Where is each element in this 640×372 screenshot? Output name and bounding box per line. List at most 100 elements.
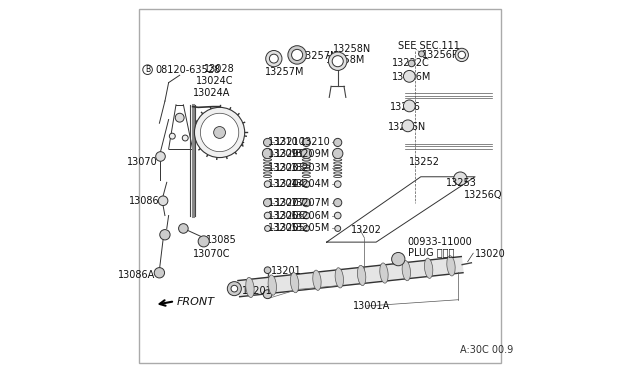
Text: 13222C: 13222C xyxy=(392,58,429,68)
Circle shape xyxy=(195,108,244,158)
Circle shape xyxy=(403,70,415,82)
Circle shape xyxy=(402,120,414,132)
Ellipse shape xyxy=(291,273,299,293)
Circle shape xyxy=(408,60,415,67)
Text: 13210: 13210 xyxy=(268,137,299,147)
Circle shape xyxy=(264,181,271,187)
Circle shape xyxy=(227,282,241,296)
Text: 13258M: 13258M xyxy=(326,55,365,65)
Text: 13207: 13207 xyxy=(275,198,306,208)
Text: PLUG プラグ: PLUG プラグ xyxy=(408,247,454,257)
Circle shape xyxy=(334,181,341,187)
Ellipse shape xyxy=(264,165,271,167)
Text: 13204: 13204 xyxy=(268,179,299,189)
Circle shape xyxy=(182,135,188,141)
Circle shape xyxy=(328,52,347,70)
Circle shape xyxy=(303,181,310,187)
FancyBboxPatch shape xyxy=(139,9,501,363)
Circle shape xyxy=(264,212,271,219)
Circle shape xyxy=(292,49,303,61)
Text: 13086: 13086 xyxy=(129,196,159,206)
Text: 13205M: 13205M xyxy=(291,224,330,234)
Text: 13209M: 13209M xyxy=(291,148,330,158)
Ellipse shape xyxy=(302,172,310,174)
Text: 13024C: 13024C xyxy=(196,76,234,86)
Text: 13085: 13085 xyxy=(205,235,236,245)
Circle shape xyxy=(170,133,175,139)
Circle shape xyxy=(266,51,282,67)
Circle shape xyxy=(200,113,239,152)
Circle shape xyxy=(198,236,209,247)
Text: 13206M: 13206M xyxy=(291,211,330,221)
Text: 13256N: 13256N xyxy=(388,122,426,132)
Circle shape xyxy=(335,225,340,231)
Text: 13252: 13252 xyxy=(410,157,440,167)
Circle shape xyxy=(458,51,465,59)
Text: 13209: 13209 xyxy=(268,148,299,158)
Text: 13258N: 13258N xyxy=(333,44,371,54)
Ellipse shape xyxy=(333,172,342,174)
Ellipse shape xyxy=(246,278,254,298)
Ellipse shape xyxy=(264,169,271,171)
Text: 13201: 13201 xyxy=(271,266,302,276)
Text: 13206: 13206 xyxy=(268,211,299,221)
Circle shape xyxy=(303,225,309,231)
Text: 13070: 13070 xyxy=(127,157,157,167)
Text: 13001A: 13001A xyxy=(353,301,390,311)
Ellipse shape xyxy=(313,270,321,291)
Ellipse shape xyxy=(302,169,310,171)
Ellipse shape xyxy=(380,263,388,283)
Circle shape xyxy=(333,148,343,159)
Circle shape xyxy=(231,285,237,292)
Ellipse shape xyxy=(264,159,271,161)
Text: 13086A: 13086A xyxy=(118,270,156,280)
Text: A:30C 00.9: A:30C 00.9 xyxy=(460,345,513,355)
Text: B: B xyxy=(145,65,150,74)
Text: 13202: 13202 xyxy=(351,225,382,235)
Text: 13256Q: 13256Q xyxy=(464,190,502,200)
Text: 13024: 13024 xyxy=(215,137,246,147)
Text: 00933-11000: 00933-11000 xyxy=(408,237,472,247)
Text: 13206: 13206 xyxy=(275,211,306,221)
Text: 13253: 13253 xyxy=(445,179,476,188)
Ellipse shape xyxy=(302,175,310,177)
Ellipse shape xyxy=(268,275,276,295)
Text: 13210: 13210 xyxy=(300,137,330,147)
Circle shape xyxy=(160,230,170,240)
Text: 08120-63528: 08120-63528 xyxy=(155,65,220,75)
Circle shape xyxy=(302,199,310,207)
Text: 13201: 13201 xyxy=(242,286,273,296)
Ellipse shape xyxy=(302,159,310,161)
Text: 13028: 13028 xyxy=(204,64,234,74)
Circle shape xyxy=(264,199,271,207)
Text: 13207: 13207 xyxy=(268,198,299,208)
Text: 13203: 13203 xyxy=(268,163,299,173)
Circle shape xyxy=(288,46,307,64)
Text: 13256P: 13256P xyxy=(422,50,458,60)
Text: 13204: 13204 xyxy=(275,179,306,189)
Ellipse shape xyxy=(264,175,271,177)
Circle shape xyxy=(156,152,165,161)
Text: FRONT: FRONT xyxy=(177,297,215,307)
Text: 13070C: 13070C xyxy=(193,249,230,259)
Ellipse shape xyxy=(424,258,433,278)
Circle shape xyxy=(334,212,341,219)
Ellipse shape xyxy=(333,159,342,161)
Ellipse shape xyxy=(335,268,344,288)
Circle shape xyxy=(214,126,225,138)
Ellipse shape xyxy=(264,172,271,174)
Text: 13203: 13203 xyxy=(275,163,306,173)
Circle shape xyxy=(333,138,342,147)
Text: 13207M: 13207M xyxy=(291,198,330,208)
Circle shape xyxy=(301,148,312,159)
Circle shape xyxy=(333,199,342,207)
Ellipse shape xyxy=(358,265,366,286)
Circle shape xyxy=(403,100,415,112)
Circle shape xyxy=(264,267,271,273)
Ellipse shape xyxy=(333,165,342,167)
Circle shape xyxy=(143,65,152,74)
Text: 13020: 13020 xyxy=(475,249,506,259)
Circle shape xyxy=(263,290,272,299)
Circle shape xyxy=(269,54,278,63)
Ellipse shape xyxy=(302,162,310,164)
